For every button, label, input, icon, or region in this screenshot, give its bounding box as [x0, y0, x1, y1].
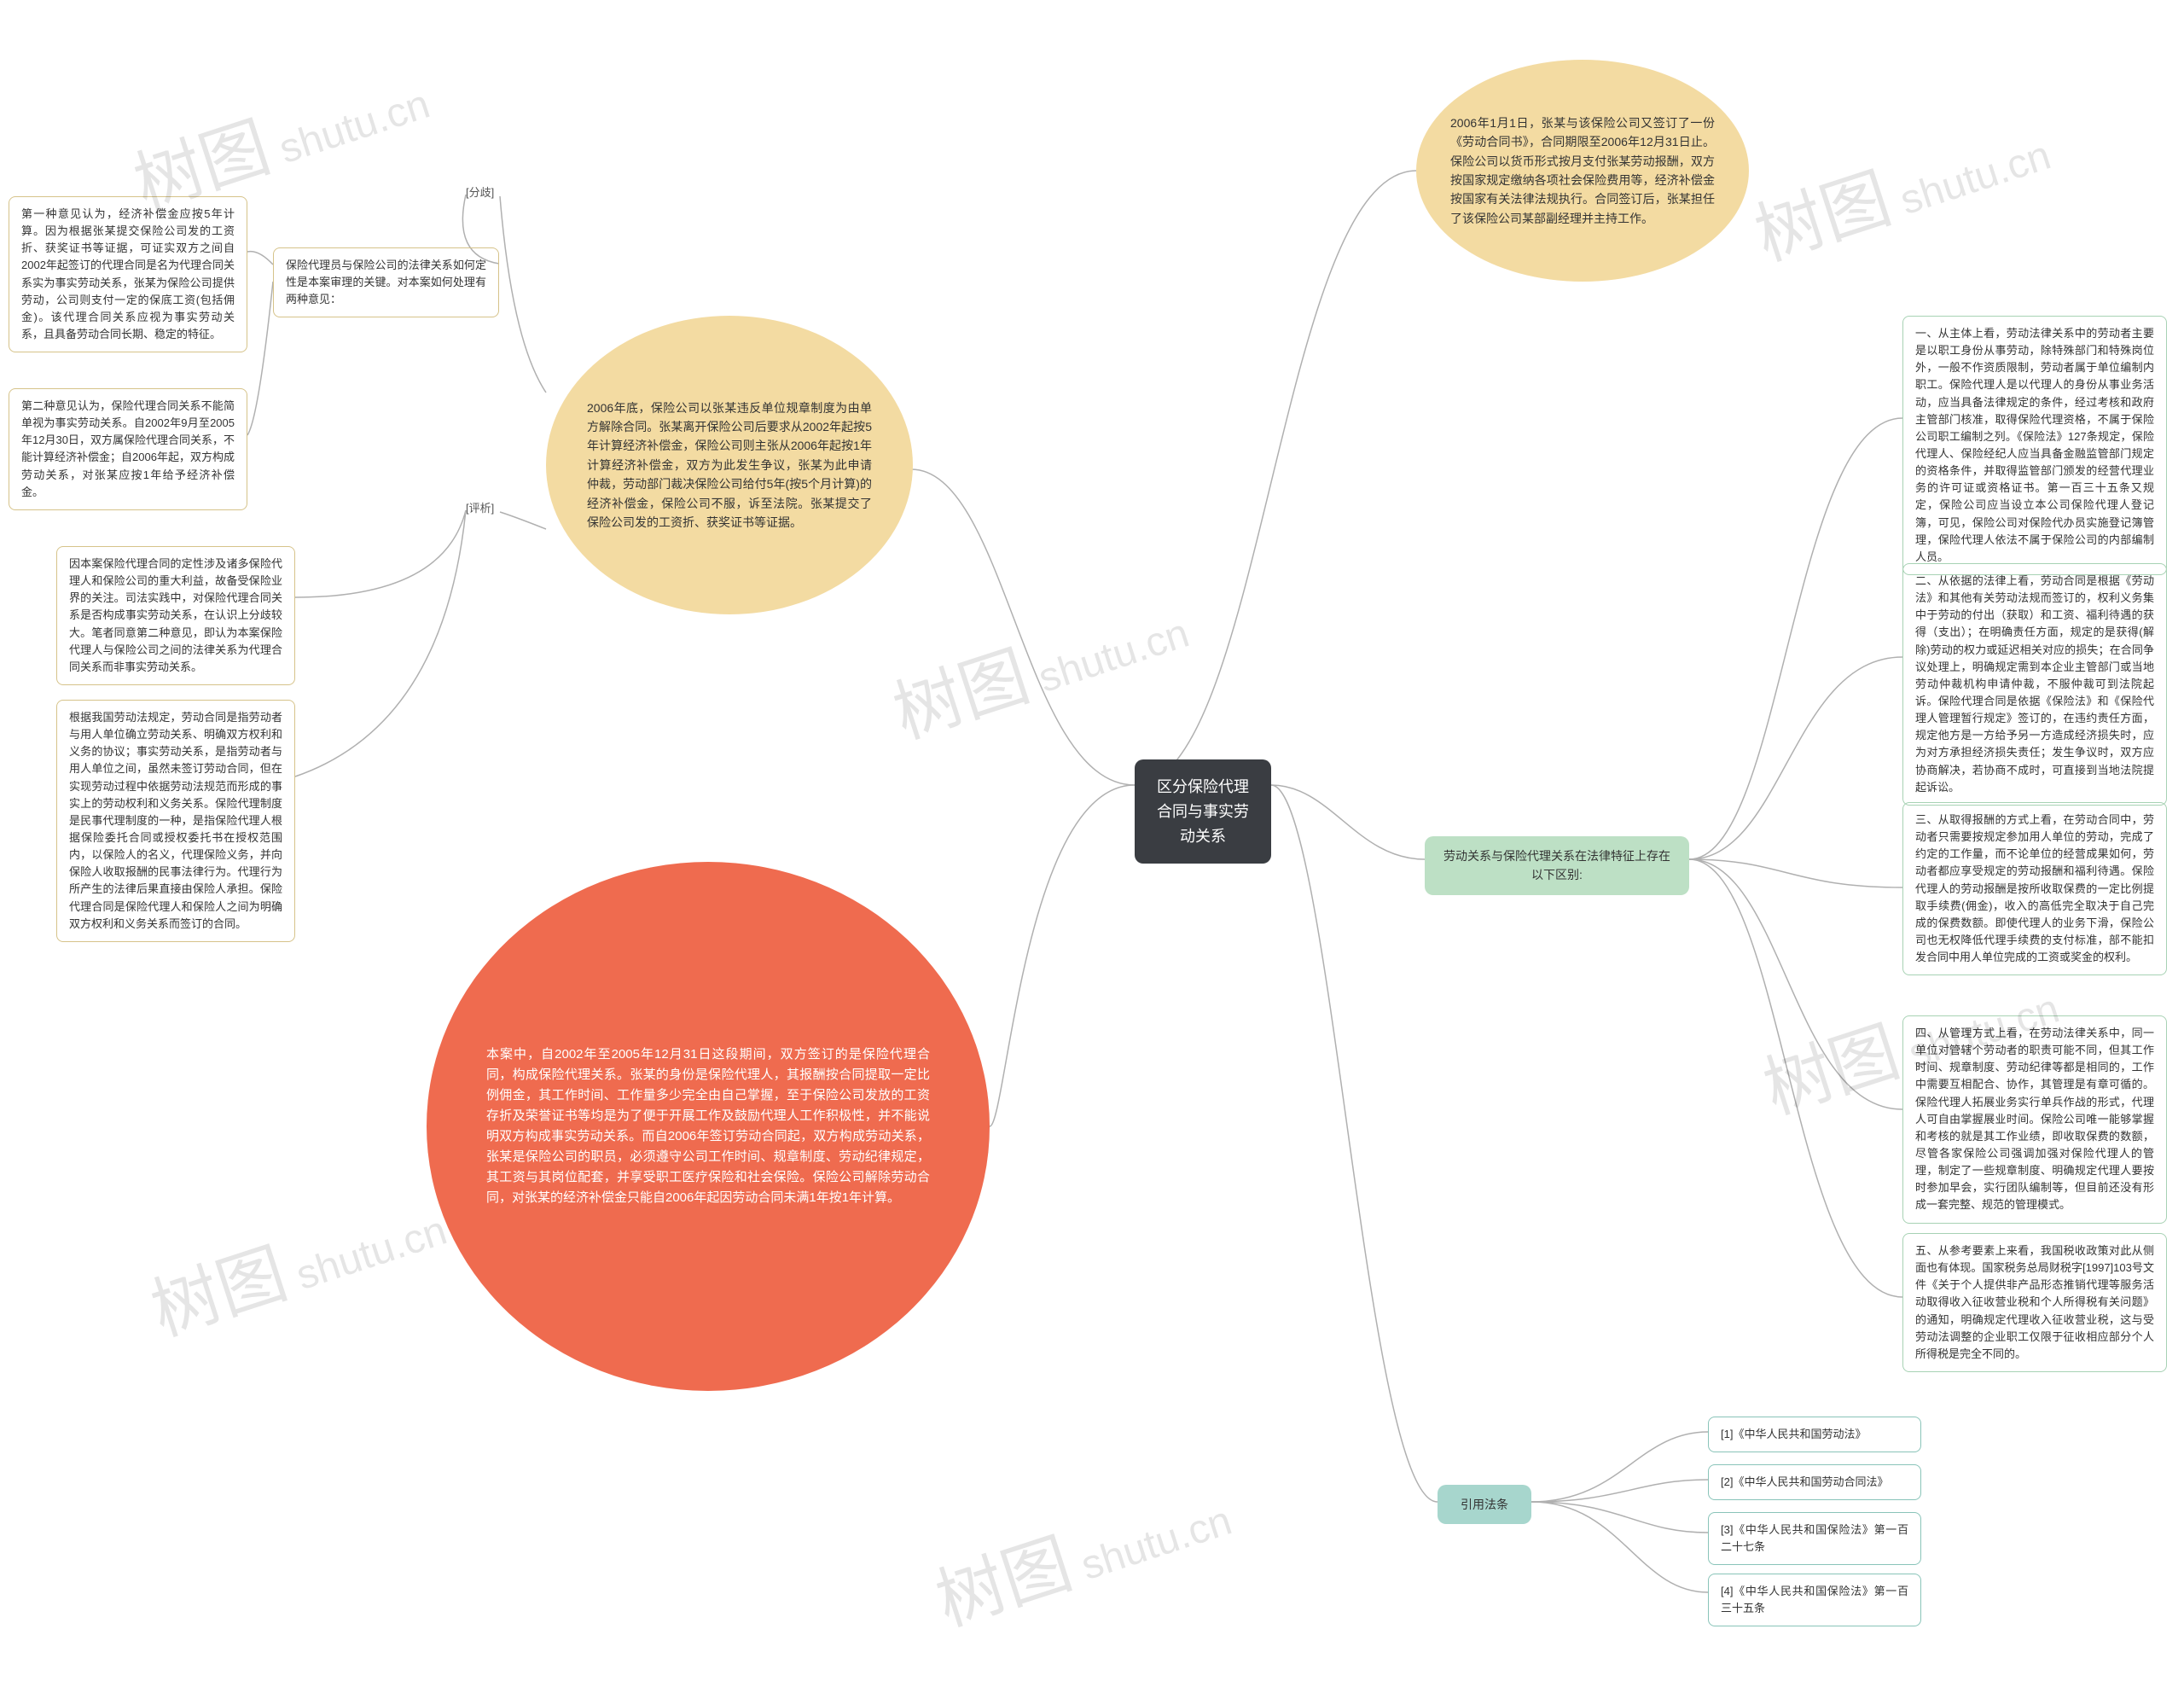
note-eval1: 因本案保险代理合同的定性涉及诸多保险代理人和保险公司的重大利益，故备受保险业界的… [56, 546, 295, 685]
citation-3: [3]《中华人民共和国保险法》第一百二十七条 [1708, 1512, 1921, 1565]
citation-2: [2]《中华人民共和国劳动合同法》 [1708, 1464, 1921, 1500]
watermark: 树图 shutu.cn [880, 570, 1198, 758]
note-intro: 保险代理员与保险公司的法律关系如何定性是本案审理的关键。对本案如何处理有两种意见… [273, 247, 499, 317]
bubble-dispute: 2006年底，保险公司以张某违反单位规章制度为由单方解除合同。张某离开保险公司后… [546, 316, 913, 614]
note-opinion2: 第二种意见认为，保险代理合同关系不能简单视为事实劳动关系。自2002年9月至20… [9, 388, 247, 510]
note-opinion1: 第一种意见认为，经济补偿金应按5年计算。因为根据张某提交保险公司发的工资折、获奖… [9, 196, 247, 352]
note-diff2: 二、从依据的法律上看，劳动合同是根据《劳动法》和其他有关劳动法规而签订的，权利义… [1902, 563, 2167, 806]
bubble-text: 2006年底，保险公司以张某违反单位规章制度为由单方解除合同。张某离开保险公司后… [587, 399, 872, 532]
label-analysis: [评析] [466, 500, 494, 518]
pill-text: 引用法条 [1461, 1498, 1508, 1511]
note-diff3: 三、从取得报酬的方式上看，在劳动合同中，劳动者只需要按规定参加用人单位的劳动，完… [1902, 802, 2167, 975]
bubble-analysis: 本案中，自2002年至2005年12月31日这段期间，双方签订的是保险代理合同，… [427, 862, 990, 1391]
bubble-text: 本案中，自2002年至2005年12月31日这段期间，双方签订的是保险代理合同，… [486, 1044, 930, 1208]
bubble-contract-2006: 2006年1月1日，张某与该保险公司又签订了一份《劳动合同书》，合同期限至200… [1416, 60, 1749, 282]
citation-4: [4]《中华人民共和国保险法》第一百三十五条 [1708, 1574, 1921, 1626]
label-divergence: [分歧] [466, 184, 494, 202]
note-diff4: 四、从管理方式上看，在劳动法律关系中，同一单位对管辖个劳动者的职责可能不同，但其… [1902, 1015, 2167, 1224]
center-title: 区分保险代理合同与事实劳动关系 [1157, 778, 1249, 845]
watermark: 树图 shutu.cn [922, 1457, 1240, 1645]
note-diff5: 五、从参考要素上来看，我国税收政策对此从侧面也有体现。国家税务总局财税字[199… [1902, 1233, 2167, 1372]
watermark: 树图 shutu.cn [1741, 92, 2059, 280]
center-node: 区分保险代理合同与事实劳动关系 [1135, 759, 1271, 864]
pill-differences: 劳动关系与保险代理关系在法律特征上存在以下区别: [1425, 836, 1689, 895]
note-diff1: 一、从主体上看，劳动法律关系中的劳动者主要是以职工身份从事劳动，除特殊部门和特殊… [1902, 316, 2167, 575]
note-eval2: 根据我国劳动法规定，劳动合同是指劳动者与用人单位确立劳动关系、明确双方权利和义务… [56, 700, 295, 942]
bubble-text: 2006年1月1日，张某与该保险公司又签订了一份《劳动合同书》，合同期限至200… [1450, 113, 1715, 228]
pill-citations: 引用法条 [1438, 1485, 1531, 1524]
citation-1: [1]《中华人民共和国劳动法》 [1708, 1417, 1921, 1452]
pill-text: 劳动关系与保险代理关系在法律特征上存在以下区别: [1443, 849, 1670, 881]
watermark: 树图 shutu.cn [137, 1167, 456, 1355]
